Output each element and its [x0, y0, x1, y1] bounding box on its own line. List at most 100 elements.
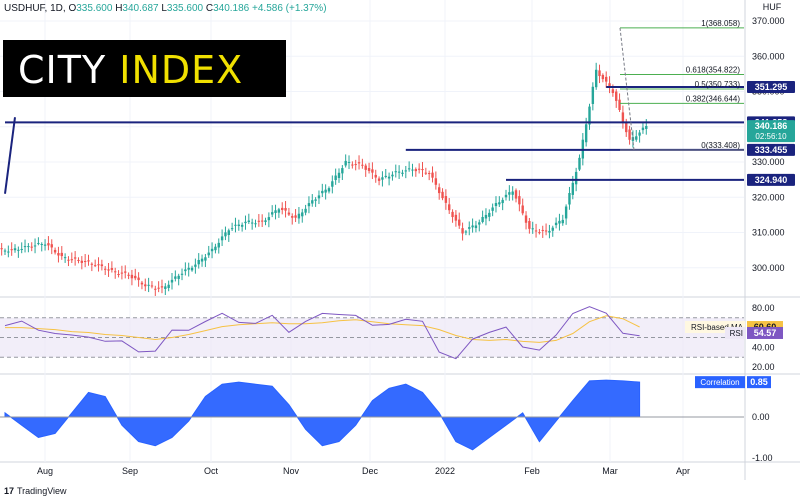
- candle-body: [331, 181, 334, 187]
- candle-body: [301, 212, 304, 217]
- price-axis[interactable]: 300.000310.000320.000330.000340.000350.0…: [747, 2, 795, 463]
- correlation-area: [4, 379, 641, 451]
- candle-body: [571, 182, 574, 195]
- candle-body: [174, 276, 177, 279]
- price-axis-marker-label: 324.940: [755, 175, 788, 185]
- ohlc-low-label: L: [161, 3, 167, 14]
- ohlc-close: 340.186: [213, 3, 250, 14]
- price-axis-marker-label: 333.455: [755, 145, 788, 155]
- time-axis[interactable]: Aug Sep Oct Nov Dec 2022 Feb Mar Apr: [37, 466, 690, 476]
- candle-body: [628, 129, 631, 140]
- correlation-tick-label: 0.00: [752, 412, 770, 422]
- candle-body: [50, 244, 53, 248]
- candle-body: [97, 264, 100, 266]
- correlation-pane[interactable]: Correlation: [0, 376, 745, 451]
- rsi-tick-label: 20.00: [752, 362, 775, 372]
- candle-body: [190, 267, 194, 271]
- tradingview-name: TradingView: [17, 486, 67, 496]
- candle-body: [538, 232, 541, 234]
- candle-body: [611, 89, 615, 93]
- fib-level-label: 1(368.058): [701, 19, 740, 28]
- candle-body: [491, 207, 494, 211]
- candle-body: [23, 246, 27, 248]
- candle-body: [207, 252, 210, 256]
- candle-body: [448, 204, 451, 211]
- candle-body: [287, 212, 291, 215]
- candle-body: [578, 157, 581, 170]
- candle-body: [381, 177, 384, 180]
- candle-body: [508, 192, 511, 195]
- price-tick-label: 300.000: [752, 263, 785, 273]
- symbol-label[interactable]: USDHUF, 1D,: [4, 3, 66, 14]
- candle-body: [518, 196, 521, 205]
- candle-body: [601, 74, 605, 80]
- candle-body: [357, 162, 361, 164]
- candle-body: [107, 269, 110, 271]
- candle-body: [93, 265, 97, 267]
- candle-body: [394, 171, 397, 173]
- ohlc-close-label: C: [205, 3, 214, 14]
- ascending-trendline: [4, 117, 16, 194]
- candle-body: [534, 230, 538, 232]
- candle-body: [73, 257, 77, 259]
- price-axis-marker: [747, 80, 795, 93]
- candle-body: [334, 175, 337, 181]
- logo-city: CITY: [18, 48, 120, 92]
- candle-body: [43, 244, 47, 246]
- tradingview-branding[interactable]: 17 TradingView: [4, 486, 67, 496]
- candle-body: [421, 169, 424, 171]
- candle-body: [468, 227, 471, 229]
- candle-body: [3, 250, 7, 252]
- candle-body: [608, 83, 611, 88]
- rsi-legend-tag: [725, 326, 745, 339]
- price-pane[interactable]: 1(368.058) 0.618(354.822) 0.5(350.733) 0.38…: [0, 19, 744, 296]
- time-tick-label: Feb: [524, 466, 540, 476]
- candle-body: [10, 249, 13, 251]
- ohlc-change: +4.586 (+1.37%): [252, 3, 327, 14]
- ohlc-high-label: H: [115, 3, 123, 14]
- candle-body: [90, 263, 94, 265]
- candle-body: [53, 249, 57, 253]
- candle-body: [260, 220, 264, 222]
- candle-body: [291, 216, 294, 218]
- candle-body: [618, 99, 621, 110]
- candle-body: [361, 164, 364, 166]
- candle-body: [147, 284, 150, 286]
- candle-body: [150, 285, 154, 287]
- city-index-logo: CITY INDEX: [3, 40, 286, 97]
- candle-body: [240, 224, 244, 227]
- candle-body: [591, 86, 595, 104]
- candle-body: [194, 264, 197, 267]
- price-tick-label: 370.000: [752, 16, 785, 26]
- candle-body: [391, 174, 394, 177]
- rsi-ma-line: [5, 315, 640, 343]
- price-tick-label: 320.000: [752, 192, 785, 202]
- candle-body: [63, 257, 67, 259]
- time-tick-label: Dec: [362, 466, 379, 476]
- candle-body: [244, 221, 247, 224]
- candle-body: [551, 227, 554, 231]
- candle-body: [100, 264, 104, 267]
- fib-anchor-line: [619, 27, 635, 151]
- candle-body: [57, 253, 60, 256]
- rsi-value-marker: [747, 326, 783, 339]
- candle-body: [574, 171, 578, 185]
- candle-body: [371, 169, 374, 173]
- candle-body: [638, 132, 641, 136]
- price-tick-label: 360.000: [752, 51, 785, 61]
- time-tick-label: 2022: [435, 466, 455, 476]
- rsi-legend-name: RSI: [730, 329, 743, 338]
- candle-body: [0, 248, 3, 250]
- candle-body: [80, 260, 84, 263]
- candle-body: [594, 69, 598, 88]
- candle-body: [364, 165, 367, 170]
- candle-body: [434, 178, 438, 185]
- candle-body: [144, 284, 147, 287]
- price-axis-marker: [747, 120, 795, 143]
- candle-body: [140, 282, 144, 285]
- candle-body: [204, 257, 207, 261]
- candle-body: [635, 136, 638, 140]
- price-axis-marker-label: 351.295: [755, 82, 788, 92]
